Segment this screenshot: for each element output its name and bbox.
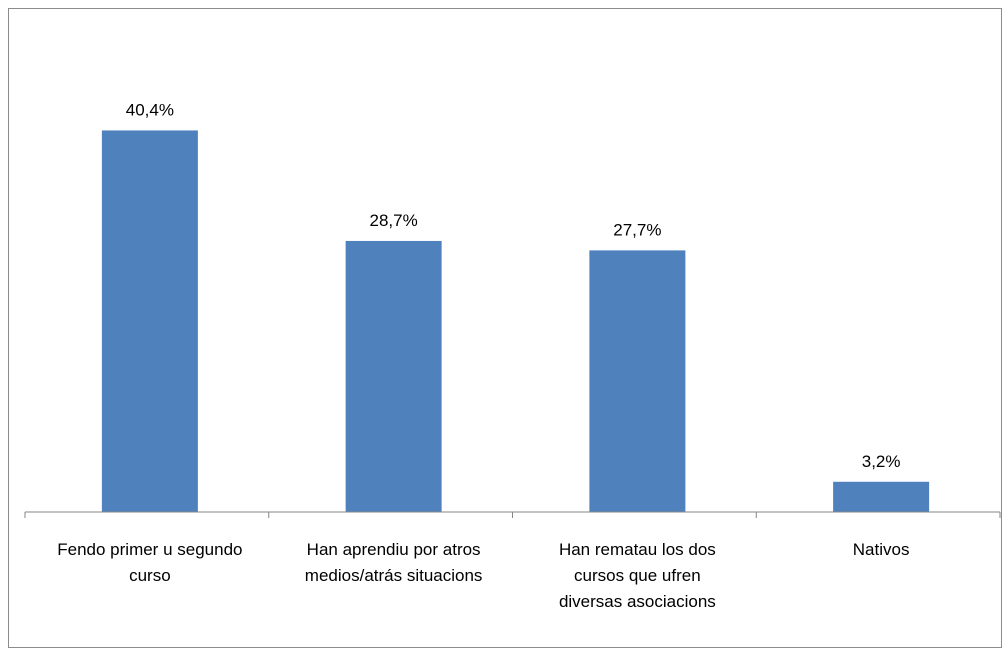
x-axis-label: Fendo primer u segundo curso bbox=[57, 540, 242, 585]
x-axis-label-line: curso bbox=[129, 566, 171, 585]
data-labels: 40,4% 28,7% 27,7% 3,2% bbox=[126, 100, 901, 470]
x-axis-labels: Fendo primer u segundo curso Han aprendiu … bbox=[57, 540, 909, 611]
bar bbox=[101, 130, 198, 512]
x-axis-label: Han aprendiu por atros medios/atrás situa… bbox=[305, 540, 483, 585]
data-label: 28,7% bbox=[370, 211, 418, 230]
data-label: 3,2% bbox=[862, 452, 901, 471]
x-axis-label: Nativos bbox=[853, 540, 910, 559]
x-axis-label-line: cursos que ufren bbox=[574, 566, 701, 585]
x-axis-label-line: diversas asociacions bbox=[559, 592, 716, 611]
x-axis-label: Han rematau los dos cursos que ufren diver… bbox=[559, 540, 716, 611]
x-axis-label-line: Han rematau los dos bbox=[559, 540, 716, 559]
bar bbox=[345, 240, 442, 512]
x-axis-label-line: Fendo primer u segundo bbox=[57, 540, 242, 559]
x-axis-label-line: Nativos bbox=[853, 540, 910, 559]
bar bbox=[833, 481, 930, 512]
data-label: 27,7% bbox=[613, 220, 661, 239]
x-axis-label-line: medios/atrás situacions bbox=[305, 566, 483, 585]
bar bbox=[589, 250, 686, 512]
bars bbox=[101, 130, 930, 512]
data-label: 40,4% bbox=[126, 100, 174, 119]
x-axis-ticks bbox=[24, 512, 1001, 518]
bar-chart: 40,4% 28,7% 27,7% 3,2% Fendo primer u segun… bbox=[24, 100, 1001, 611]
x-axis-label-line: Han aprendiu por atros bbox=[307, 540, 481, 559]
